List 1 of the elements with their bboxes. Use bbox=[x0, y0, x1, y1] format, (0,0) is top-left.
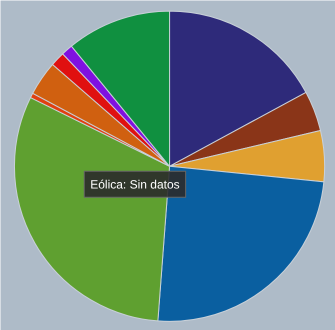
text: Eólica: Sin datos bbox=[90, 177, 180, 192]
